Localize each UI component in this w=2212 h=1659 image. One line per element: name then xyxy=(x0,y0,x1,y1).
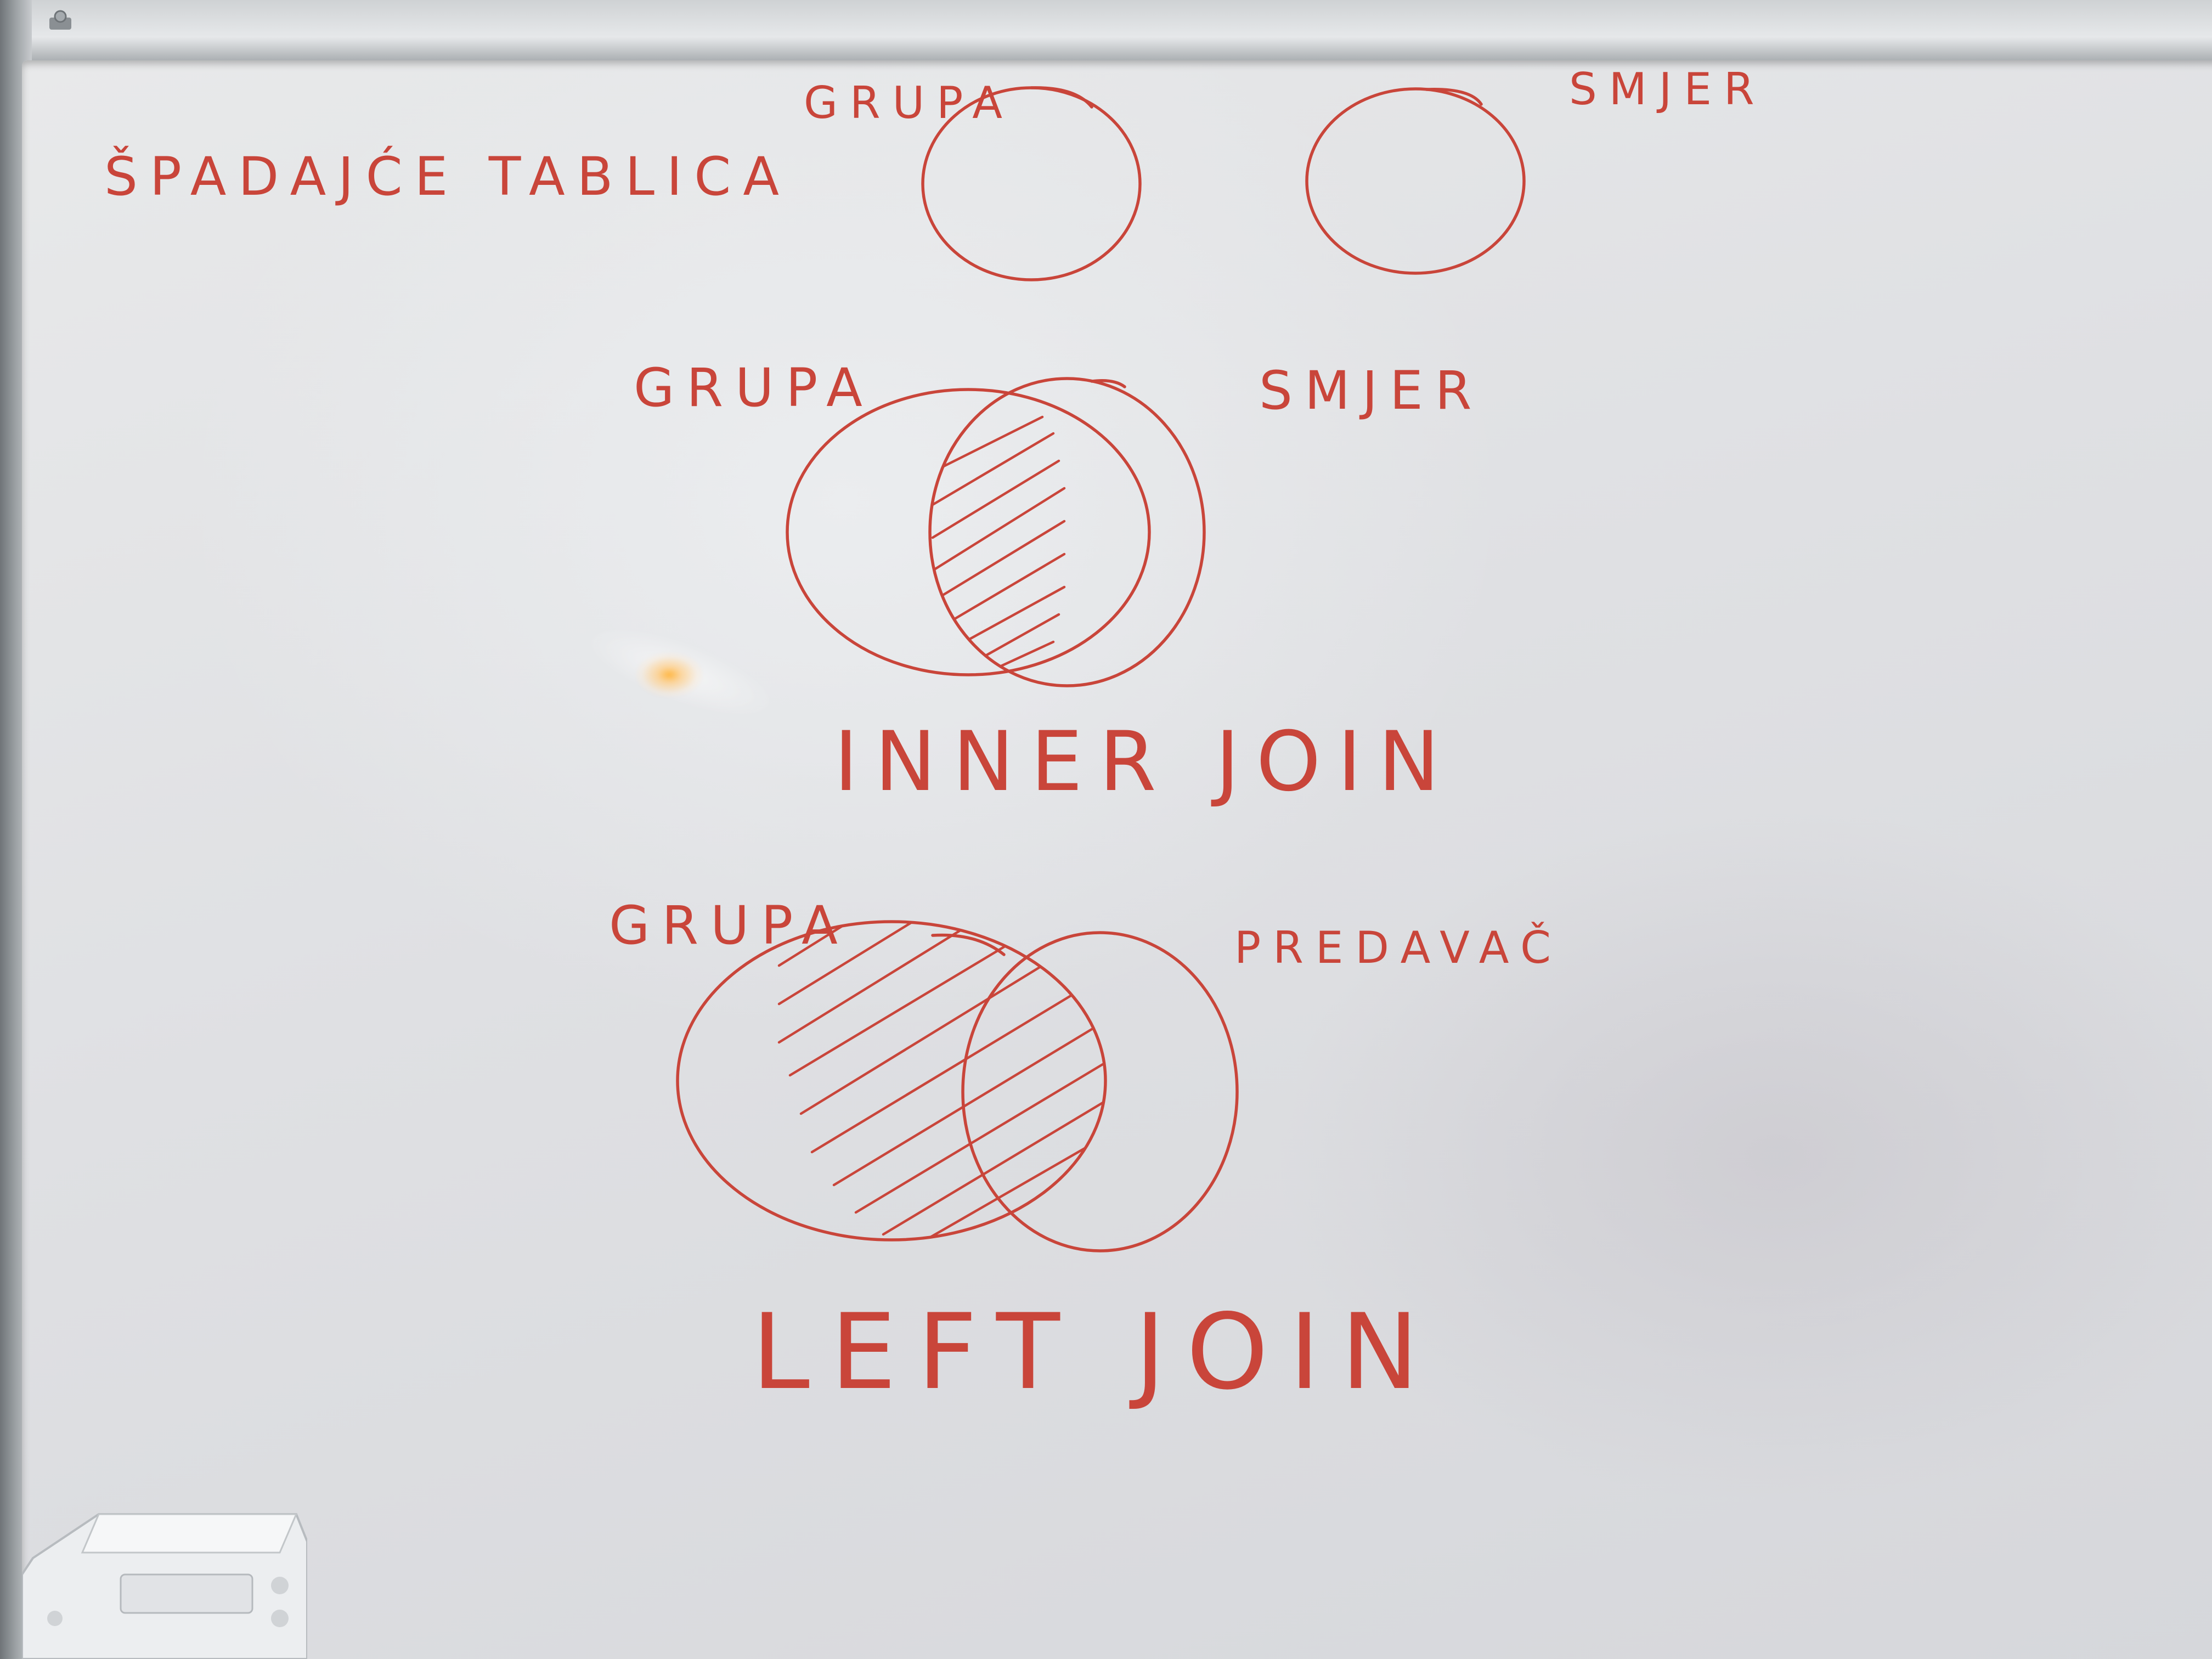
inner-join-left-label: GRUPA xyxy=(634,357,874,419)
left-join-left-circle xyxy=(676,920,1107,1242)
left-join-caption: LEFT JOIN xyxy=(752,1291,1440,1413)
inner-join-circle-overlap xyxy=(1090,379,1126,388)
top-right-circle-overlap xyxy=(1425,87,1483,106)
whiteboard-surface xyxy=(22,60,2212,1659)
inner-join-intersection-hatch xyxy=(931,415,1066,675)
inner-join-left-circle xyxy=(786,388,1151,676)
left-join-circle-overlap xyxy=(931,933,1006,956)
light-glare xyxy=(636,653,702,697)
top-left-label: GRUPA xyxy=(804,77,1014,128)
left-join-right-label: PREDAVAČ xyxy=(1234,922,1563,973)
eraser-holder-icon xyxy=(22,1513,307,1659)
mounting-clip-icon xyxy=(49,10,71,30)
top-left-circle xyxy=(921,86,1142,281)
top-right-label: SMJER xyxy=(1569,64,1767,115)
board-title: ŠPADAJĆE TABLICA xyxy=(104,145,791,207)
left-join-right-circle xyxy=(961,931,1239,1252)
inner-join-right-label: SMJER xyxy=(1259,360,1483,421)
top-left-circle-overlap xyxy=(1030,86,1093,109)
left-join-left-label: GRUPA xyxy=(609,895,850,956)
inner-join-right-circle xyxy=(928,377,1206,687)
top-right-circle xyxy=(1305,87,1526,275)
inner-join-caption: INNER JOIN xyxy=(834,714,1456,810)
